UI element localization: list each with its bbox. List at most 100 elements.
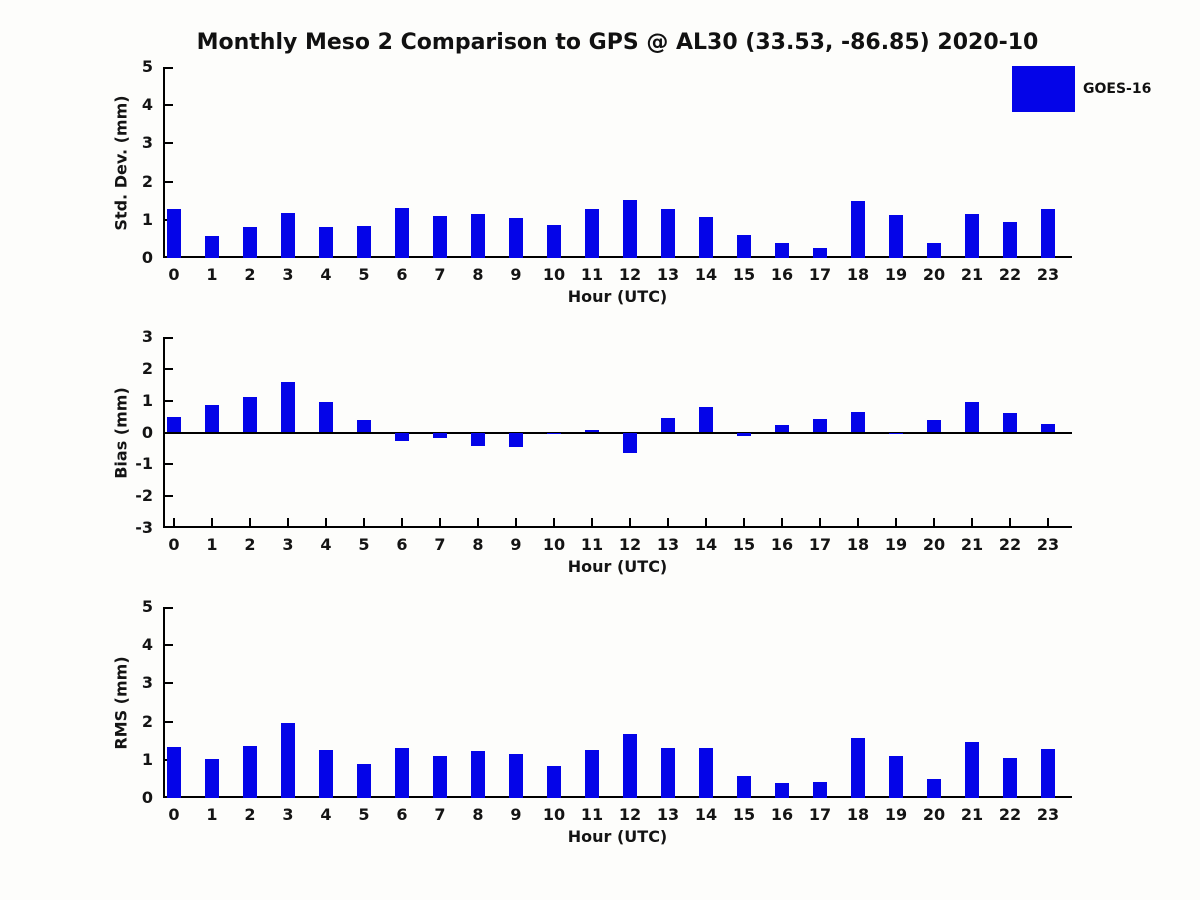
x-tick — [933, 518, 935, 526]
x-tick — [895, 518, 897, 526]
y-tick-label: 3 — [141, 673, 153, 693]
bar-hour-4 — [319, 401, 333, 433]
bar-hour-18 — [851, 737, 865, 798]
x-tick-label: 21 — [960, 805, 984, 824]
x-tick-label: 18 — [846, 265, 870, 284]
bar-hour-12 — [623, 432, 637, 454]
x-tick-label: 17 — [808, 265, 832, 284]
bar-hour-6 — [395, 432, 409, 442]
x-tick-label: 1 — [206, 265, 218, 284]
x-tick-label: 23 — [1036, 265, 1060, 284]
x-tick-label: 18 — [846, 805, 870, 824]
bar-hour-3 — [281, 213, 295, 258]
bar-hour-8 — [471, 432, 485, 446]
x-tick-label: 19 — [884, 805, 908, 824]
x-tick — [705, 518, 707, 526]
bar-hour-14 — [699, 217, 713, 258]
y-tick-label: 2 — [141, 358, 153, 378]
x-tick-label: 12 — [618, 805, 642, 824]
x-tick-label: 0 — [168, 805, 180, 824]
bar-hour-18 — [851, 411, 865, 433]
bar-hour-22 — [1003, 757, 1017, 798]
x-tick-label: 2 — [244, 535, 256, 554]
bar-hour-12 — [623, 734, 637, 798]
bar-hour-19 — [889, 755, 903, 798]
x-tick-label: 6 — [396, 265, 408, 284]
bar-hour-21 — [965, 401, 979, 433]
bar-hour-17 — [813, 419, 827, 433]
x-tick — [667, 518, 669, 526]
x-axis-label-hour-utc: Hour (UTC) — [567, 557, 668, 576]
bar-hour-1 — [205, 405, 219, 433]
y-tick — [165, 180, 173, 183]
x-tick-label: 23 — [1036, 805, 1060, 824]
bar-hour-19 — [889, 214, 903, 258]
bar-hour-22 — [1003, 413, 1017, 433]
y-tick-label: 0 — [141, 422, 153, 442]
x-tick-label: 22 — [998, 805, 1022, 824]
legend-label-goes16: GOES-16 — [1083, 81, 1152, 97]
bar-hour-5 — [357, 420, 371, 433]
y-tick-label: 5 — [141, 597, 153, 616]
bar-hour-2 — [243, 396, 257, 433]
y-tick — [165, 399, 173, 402]
bar-hour-6 — [395, 747, 409, 798]
x-tick — [553, 518, 555, 526]
bar-hour-16 — [775, 242, 789, 258]
x-tick-label: 5 — [358, 265, 370, 284]
bar-hour-18 — [851, 201, 865, 258]
y-tick — [165, 644, 173, 647]
x-tick-label: 6 — [396, 805, 408, 824]
bar-hour-16 — [775, 425, 789, 433]
x-tick-label: 22 — [998, 535, 1022, 554]
y-tick-label: 4 — [141, 95, 153, 115]
x-tick-label: 21 — [960, 535, 984, 554]
x-tick-label: 20 — [922, 265, 946, 284]
y-tick-label: 0 — [141, 248, 153, 267]
x-tick-label: 4 — [320, 535, 332, 554]
x-tick-label: 16 — [770, 535, 794, 554]
x-tick — [325, 518, 327, 526]
x-tick-label: 0 — [168, 265, 180, 284]
x-tick-label: 12 — [618, 265, 642, 284]
y-tick-label: 0 — [141, 788, 153, 807]
x-tick-label: 9 — [510, 805, 522, 824]
bar-hour-20 — [927, 778, 941, 798]
y-tick-label: 3 — [141, 327, 153, 346]
bar-hour-21 — [965, 742, 979, 798]
x-tick — [173, 518, 175, 526]
bar-hour-9 — [509, 432, 523, 447]
bar-hour-9 — [509, 754, 523, 798]
bar-hour-11 — [585, 429, 599, 433]
bar-hour-10 — [547, 224, 561, 258]
x-tick — [401, 518, 403, 526]
y-tick — [165, 104, 173, 107]
x-tick-label: 5 — [358, 535, 370, 554]
bar-hour-17 — [813, 248, 827, 258]
x-tick-label: 9 — [510, 265, 522, 284]
x-tick-label: 11 — [580, 265, 604, 284]
bar-hour-13 — [661, 418, 675, 433]
bar-hour-21 — [965, 214, 979, 258]
bar-hour-1 — [205, 235, 219, 258]
x-tick — [211, 518, 213, 526]
y-axis-label-rms: RMS (mm) — [111, 655, 131, 750]
plot-area-rms: 0 1 2 3 4 5 0 1 2 3 4 5 6 7 8 9 10 11 12 13 14 15 16 17 18 19 20 21… — [142, 597, 1072, 824]
x-tick-label: 3 — [282, 535, 294, 554]
x-tick — [971, 518, 973, 526]
x-tick-label: 21 — [960, 265, 984, 284]
x-tick-label: 14 — [694, 265, 718, 284]
bar-hour-2 — [243, 746, 257, 798]
x-tick-label: 22 — [998, 265, 1022, 284]
y-tick-label: 4 — [141, 635, 153, 655]
plot-area-bias: -3 -2 -1 0 1 2 3 0 1 2 3 4 5 6 7 8 9 10 11 12 13 14 15 16 17 18 19… — [135, 327, 1072, 554]
x-tick — [591, 518, 593, 526]
bar-hour-10 — [547, 765, 561, 798]
x-tick-label: 17 — [808, 535, 832, 554]
y-tick-label: 5 — [141, 57, 153, 76]
x-tick — [287, 518, 289, 526]
bar-hour-5 — [357, 764, 371, 798]
y-tick-label: -3 — [135, 518, 153, 537]
bar-hour-12 — [623, 199, 637, 258]
